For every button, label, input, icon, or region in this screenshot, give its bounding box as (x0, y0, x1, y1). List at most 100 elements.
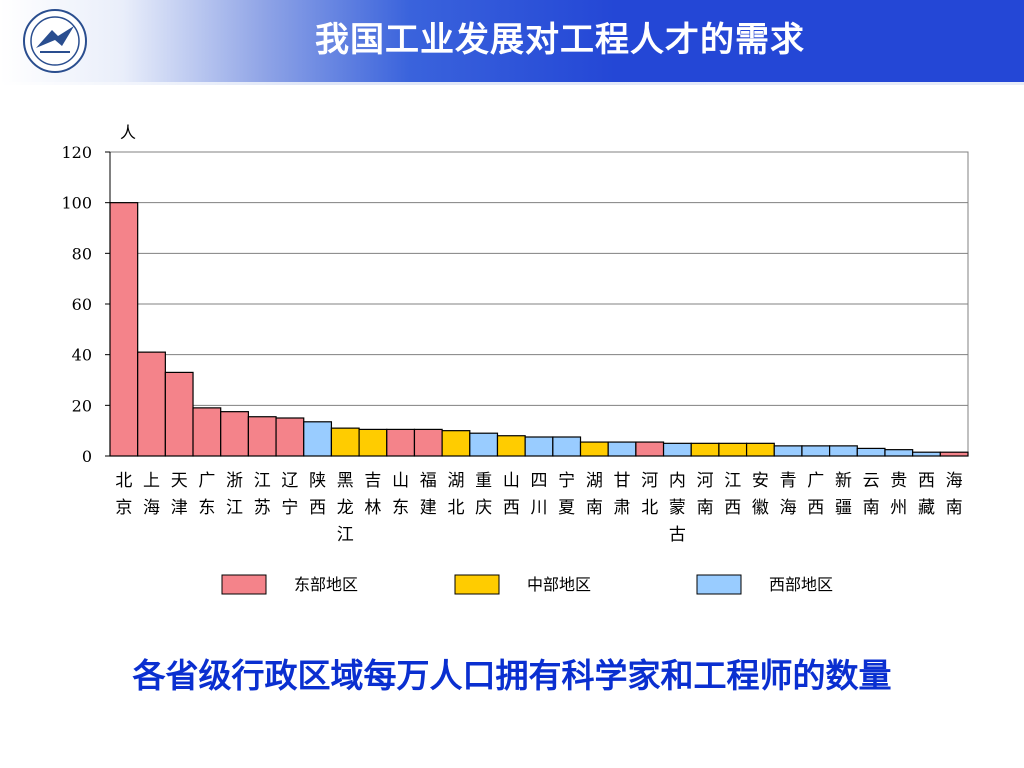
category-label-char: 庆 (475, 498, 492, 518)
gridlines (110, 202, 968, 406)
category-label-char: 上 (143, 471, 160, 491)
bar-31 (939, 451, 969, 457)
bar-9 (330, 427, 360, 457)
category-label-char: 西 (309, 498, 326, 518)
category-label-char: 疆 (835, 498, 852, 518)
bar-10 (358, 428, 388, 457)
category-label-char: 河 (697, 471, 714, 491)
category-label-char: 西 (503, 498, 520, 518)
category-label-char: 天 (171, 471, 188, 491)
bar-11 (386, 428, 416, 457)
bar-14 (469, 432, 499, 457)
category-label-char: 夏 (558, 498, 575, 518)
category-label: 广东 (198, 471, 215, 518)
bar-5 (220, 411, 249, 457)
bar-2 (137, 351, 166, 457)
y-tick-label: 60 (72, 295, 92, 314)
category-label-char: 广 (198, 471, 215, 491)
category-label-char: 蒙 (669, 498, 686, 518)
category-label-char: 黑 (337, 471, 354, 491)
category-label: 广西 (807, 471, 824, 518)
category-label: 内蒙古 (669, 471, 686, 545)
category-label-char: 津 (171, 498, 188, 518)
bar-28 (856, 447, 886, 457)
category-label-char: 东 (198, 498, 215, 518)
category-label-char: 甘 (614, 471, 631, 491)
category-label: 黑龙江 (337, 471, 354, 545)
category-label-char: 安 (752, 471, 769, 491)
category-label-char: 西 (918, 471, 935, 491)
category-label: 重庆 (475, 471, 492, 518)
category-label-char: 苏 (254, 498, 271, 518)
category-label-char: 西 (724, 498, 741, 518)
category-label-char: 四 (531, 471, 548, 491)
bar-16 (524, 436, 554, 457)
category-label-char: 东 (392, 498, 409, 518)
category-label-char: 广 (807, 471, 824, 491)
y-axis-ticks: 0 20 40 60 80 100 120 (61, 143, 111, 466)
category-label: 四川 (531, 471, 548, 518)
bar-6 (247, 416, 277, 457)
category-label-char: 南 (586, 498, 603, 518)
y-tick-label: 120 (61, 143, 92, 162)
category-label: 河南 (697, 471, 714, 518)
category-label-char: 重 (475, 471, 492, 491)
category-label-char: 河 (641, 471, 658, 491)
y-tick-label: 20 (72, 396, 92, 415)
bar-26 (801, 445, 831, 457)
category-label: 吉林 (364, 471, 381, 518)
category-label: 福建 (420, 471, 437, 518)
category-label-char: 宁 (558, 471, 575, 491)
category-label: 山东 (392, 471, 409, 518)
x-axis-categories: 北京上海天津广东浙江江苏辽宁陕西黑龙江吉林山东福建湖北重庆山西四川宁夏湖南甘肃河… (115, 471, 962, 545)
category-label-char: 川 (531, 498, 548, 518)
bar-13 (441, 430, 471, 457)
category-label-char: 南 (946, 498, 963, 518)
category-label-char: 湖 (447, 471, 464, 491)
bar-3 (164, 371, 194, 457)
category-label-char: 肃 (614, 498, 631, 518)
y-axis-unit: 人 (120, 123, 136, 142)
category-label-char: 内 (669, 471, 686, 491)
category-label-char: 海 (946, 471, 963, 491)
category-label-char: 江 (226, 498, 243, 518)
y-tick-label: 100 (61, 194, 92, 213)
bar-7 (275, 417, 305, 457)
category-label: 湖南 (586, 471, 603, 518)
y-tick-label: 0 (82, 447, 92, 466)
category-label-char: 青 (780, 471, 797, 491)
bar-29 (884, 449, 914, 457)
category-label-char: 藏 (918, 498, 935, 518)
bar-19 (607, 441, 637, 457)
chart-caption: 各省级行政区域每万人口拥有科学家和工程师的数量 (132, 656, 892, 695)
category-label-char: 贵 (890, 471, 907, 491)
category-label-char: 福 (420, 471, 437, 491)
category-label: 西藏 (918, 471, 935, 518)
bar-25 (773, 445, 803, 457)
category-label-char: 南 (863, 498, 880, 518)
title-divider (0, 82, 1024, 85)
y-tick-label: 80 (72, 244, 92, 263)
category-label-char: 林 (364, 498, 381, 518)
category-label-char: 江 (337, 525, 354, 545)
bar-23 (718, 442, 748, 457)
y-tick-label: 40 (72, 346, 92, 365)
category-label-char: 新 (835, 471, 852, 491)
category-label: 天津 (171, 471, 188, 518)
category-label: 宁夏 (558, 471, 575, 518)
bar-4 (192, 407, 222, 457)
category-label-char: 浙 (226, 471, 243, 491)
legend-swatch-central (454, 574, 500, 595)
category-label: 河北 (641, 471, 658, 518)
category-label-char: 北 (115, 471, 132, 491)
category-label-char: 云 (863, 471, 880, 491)
category-label-char: 海 (143, 498, 160, 518)
legend-label-east: 东部地区 (294, 575, 358, 594)
bar-22 (690, 442, 720, 457)
category-label: 陕西 (309, 471, 326, 518)
legend-swatch-east (221, 574, 267, 595)
category-label-char: 龙 (337, 498, 354, 518)
category-label-char: 西 (807, 498, 824, 518)
